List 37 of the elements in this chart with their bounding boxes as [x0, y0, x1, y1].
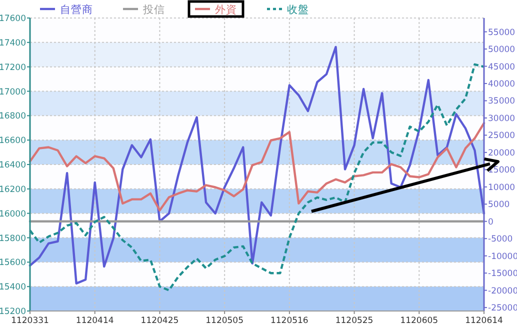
x-tick-label: 1120605	[400, 316, 438, 325]
y-tick-label: 15800	[0, 234, 26, 244]
x-tick-label: 1120505	[206, 316, 244, 325]
y-tick-label: 17200	[0, 62, 26, 73]
y2-tick-label: 0	[488, 217, 494, 228]
y-tick-label: 16800	[0, 112, 26, 122]
y-tick-label: 17400	[0, 38, 26, 48]
y2-tick-label: 40000	[488, 79, 516, 90]
y2-tick-label: 35000	[488, 96, 516, 107]
y-tick-label: 17600	[0, 14, 26, 24]
x-tick-label: 1120414	[76, 316, 114, 325]
y-tick-label: 16400	[0, 160, 26, 170]
legend-label: 收盤	[287, 4, 309, 16]
legend-label: 投信	[142, 4, 165, 16]
y2-tick-label: 20000	[488, 148, 516, 158]
legend-label: 自營商	[60, 3, 93, 16]
x-tick-label: 1120614	[465, 316, 503, 325]
y2-tick-label: 45000	[488, 62, 516, 72]
x-tick-label: 1120425	[140, 316, 179, 325]
x-tick-label: 1120516	[270, 316, 308, 325]
y-tick-label: 15200	[0, 307, 26, 317]
y2-tick-label: 10000	[488, 182, 516, 193]
y2-tick-label: 25000	[488, 131, 516, 142]
y-tick-label: 16600	[0, 136, 26, 146]
y-tick-label: 16000	[0, 209, 26, 220]
y2-tick-label: -5000	[488, 234, 513, 245]
x-tick-label: 1120525	[335, 316, 374, 325]
x-tick-label: 1120331	[11, 316, 49, 325]
y-tick-label: 16200	[0, 184, 26, 195]
y-tick-label: 15400	[0, 282, 26, 293]
y-tick-label: 17000	[0, 87, 26, 98]
y-tick-label: 15600	[0, 258, 26, 268]
y2-tick-label: 30000	[488, 114, 516, 124]
y2-tick-label: 50000	[488, 45, 516, 56]
y2-tick-label: 55000	[488, 28, 516, 38]
legend-label: 外資	[215, 4, 237, 16]
y2-tick-label: 5000	[488, 200, 510, 210]
